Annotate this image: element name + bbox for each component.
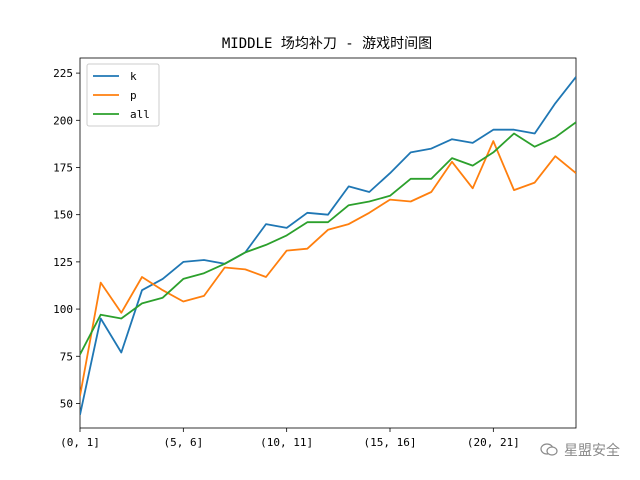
y-tick-label: 50 bbox=[60, 397, 73, 410]
x-tick-label: (15, 16] bbox=[364, 436, 417, 449]
legend-label: p bbox=[130, 89, 137, 102]
watermark: 星盟安全 bbox=[540, 440, 620, 460]
watermark-text: 星盟安全 bbox=[564, 443, 620, 459]
y-axis: 50 75 100 125 150 175 200 225 bbox=[53, 67, 80, 410]
x-tick-label: (5, 6] bbox=[163, 436, 203, 449]
chat-bubble-icon bbox=[540, 443, 558, 457]
legend-label: all bbox=[130, 108, 150, 121]
plot-frame bbox=[79, 57, 577, 429]
x-axis: (0, 1] (5, 6] (10, 11] (15, 16] (20, 21] bbox=[60, 428, 520, 449]
series-lines bbox=[80, 76, 576, 415]
y-tick-label: 75 bbox=[60, 350, 73, 363]
y-tick-label: 100 bbox=[53, 303, 73, 316]
y-tick-label: 150 bbox=[53, 209, 73, 222]
x-tick-label: (20, 21] bbox=[467, 436, 520, 449]
x-tick-label: (10, 11] bbox=[260, 436, 313, 449]
y-tick-label: 225 bbox=[53, 67, 73, 80]
series-line-k bbox=[80, 76, 576, 415]
legend-box bbox=[86, 63, 160, 127]
legend: kp all bbox=[86, 63, 160, 127]
series-line-all bbox=[80, 121, 576, 355]
y-tick-label: 200 bbox=[53, 114, 73, 127]
y-tick-label: 175 bbox=[53, 161, 73, 174]
chart-title: MIDDLE 场均补刀 - 游戏时间图 bbox=[222, 36, 432, 52]
x-tick-label: (0, 1] bbox=[60, 436, 100, 449]
legend-label: k bbox=[130, 70, 137, 83]
series-line-p bbox=[80, 140, 576, 397]
y-tick-label: 125 bbox=[53, 256, 73, 269]
